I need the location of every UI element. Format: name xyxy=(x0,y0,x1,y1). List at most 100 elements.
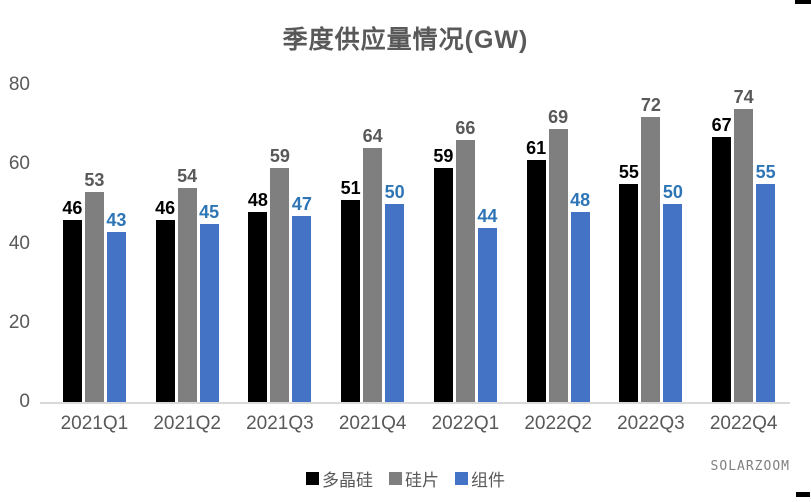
bar-group: 46 53 43 xyxy=(48,85,141,402)
bar xyxy=(84,192,104,402)
bar-value-label: 66 xyxy=(455,118,476,139)
bar-value-label: 47 xyxy=(291,193,312,214)
bar-wrapper: 48 xyxy=(247,85,268,402)
legend-item: 组件 xyxy=(455,466,505,491)
bar xyxy=(570,211,590,402)
bar xyxy=(177,188,197,402)
bar-wrapper: 43 xyxy=(106,85,127,402)
bar xyxy=(433,168,453,402)
bar-value-label: 64 xyxy=(362,126,383,147)
legend-label: 硅片 xyxy=(405,471,439,490)
legend-label: 组件 xyxy=(471,471,505,490)
x-axis-label: 2022Q1 xyxy=(431,413,500,434)
bar xyxy=(292,215,312,402)
bar-wrapper: 72 xyxy=(640,85,661,402)
bar-wrapper: 59 xyxy=(433,85,454,402)
legend-swatch xyxy=(389,472,402,485)
x-axis-label: 2021Q2 xyxy=(153,413,221,434)
bar-wrapper: 54 xyxy=(177,85,198,402)
legend-label: 多晶硅 xyxy=(322,471,373,490)
y-tick-label: 80 xyxy=(8,74,30,95)
bar xyxy=(712,136,732,402)
bar-value-label: 54 xyxy=(177,166,198,187)
bar-value-label: 44 xyxy=(477,205,498,226)
bar xyxy=(477,227,497,402)
bar-group: 46 54 45 xyxy=(141,85,234,402)
bar xyxy=(341,199,361,402)
bar xyxy=(619,184,639,402)
bar-value-label: 46 xyxy=(155,197,176,218)
bar-wrapper: 47 xyxy=(291,85,312,402)
bar xyxy=(155,219,175,402)
bar-wrapper: 48 xyxy=(570,85,591,402)
bar-value-label: 55 xyxy=(618,162,639,183)
bar xyxy=(526,160,546,402)
bar-value-label: 46 xyxy=(62,197,83,218)
y-tick-label: 40 xyxy=(8,232,30,254)
bar-group: 67 74 55 xyxy=(697,85,790,402)
bar-value-label: 51 xyxy=(340,177,361,198)
bar-group: 48 59 47 xyxy=(234,85,327,402)
bar-wrapper: 46 xyxy=(62,85,83,402)
bar-value-label: 48 xyxy=(247,189,268,210)
bar-wrapper: 50 xyxy=(662,85,683,402)
bar-wrapper: 53 xyxy=(84,85,104,402)
legend-item: 硅片 xyxy=(389,466,439,491)
x-axis-label: 2021Q3 xyxy=(246,413,314,434)
bar-wrapper: 55 xyxy=(618,85,639,402)
bar xyxy=(548,128,568,402)
bar-group: 51 64 50 xyxy=(326,85,419,402)
bar xyxy=(734,108,754,402)
bar-group: 61 69 48 xyxy=(512,85,605,402)
x-axis-labels: 2021Q1 2021Q2 2021Q3 2021Q4 2022Q1 2022Q2 2022… xyxy=(48,413,790,435)
plot-area: 46 53 43 46 54 45 48 59 47 51 64 50 59 66 44 61 69 48 55 72… xyxy=(48,85,790,402)
bar xyxy=(663,203,683,402)
y-axis: 0 20 40 60 80 xyxy=(0,75,30,411)
bar xyxy=(363,148,383,402)
legend-swatch xyxy=(306,472,319,485)
bar-wrapper: 50 xyxy=(384,85,405,402)
bar xyxy=(641,116,661,402)
x-axis-line xyxy=(40,402,790,404)
bar xyxy=(385,203,405,402)
bar-value-label: 48 xyxy=(570,189,591,210)
bar-value-label: 74 xyxy=(733,86,754,107)
bar-value-label: 59 xyxy=(433,146,454,167)
bar-value-label: 72 xyxy=(640,94,661,115)
x-axis-label: 2022Q2 xyxy=(524,413,592,434)
bar xyxy=(62,219,82,402)
bar-wrapper: 51 xyxy=(340,85,361,402)
bar-value-label: 55 xyxy=(755,162,776,183)
bar-value-label: 50 xyxy=(384,181,405,202)
bar xyxy=(248,211,268,402)
bar-value-label: 67 xyxy=(711,114,732,135)
x-axis-label: 2021Q4 xyxy=(338,413,407,434)
bar xyxy=(270,168,290,402)
y-tick-label: 60 xyxy=(8,153,30,175)
corner-mark-top-right xyxy=(795,0,811,4)
bar-wrapper: 61 xyxy=(526,85,546,402)
x-axis-label: 2021Q1 xyxy=(60,413,129,434)
y-tick-label: 0 xyxy=(19,391,30,412)
bar-value-label: 50 xyxy=(662,181,683,202)
bar xyxy=(199,223,219,402)
bar xyxy=(455,140,475,402)
y-tick-label: 20 xyxy=(8,311,30,333)
legend: 多晶硅 硅片 组件 xyxy=(0,466,811,491)
bar-wrapper: 59 xyxy=(269,85,290,402)
legend-swatch xyxy=(455,472,468,485)
bar-wrapper: 44 xyxy=(477,85,498,402)
bar-value-label: 45 xyxy=(199,201,220,222)
legend-item: 多晶硅 xyxy=(306,466,373,491)
bar-wrapper: 66 xyxy=(455,85,476,402)
bar-group: 59 66 44 xyxy=(419,85,512,402)
x-axis-label: 2022Q3 xyxy=(617,413,685,434)
corner-mark-bottom-right xyxy=(796,492,810,497)
bar-wrapper: 74 xyxy=(733,85,754,402)
x-axis-label: 2022Q4 xyxy=(709,413,778,434)
bar xyxy=(106,231,126,402)
bar-value-label: 43 xyxy=(106,209,127,230)
bar-value-label: 59 xyxy=(269,146,290,167)
bar-wrapper: 67 xyxy=(711,85,732,402)
bar-wrapper: 46 xyxy=(155,85,176,402)
